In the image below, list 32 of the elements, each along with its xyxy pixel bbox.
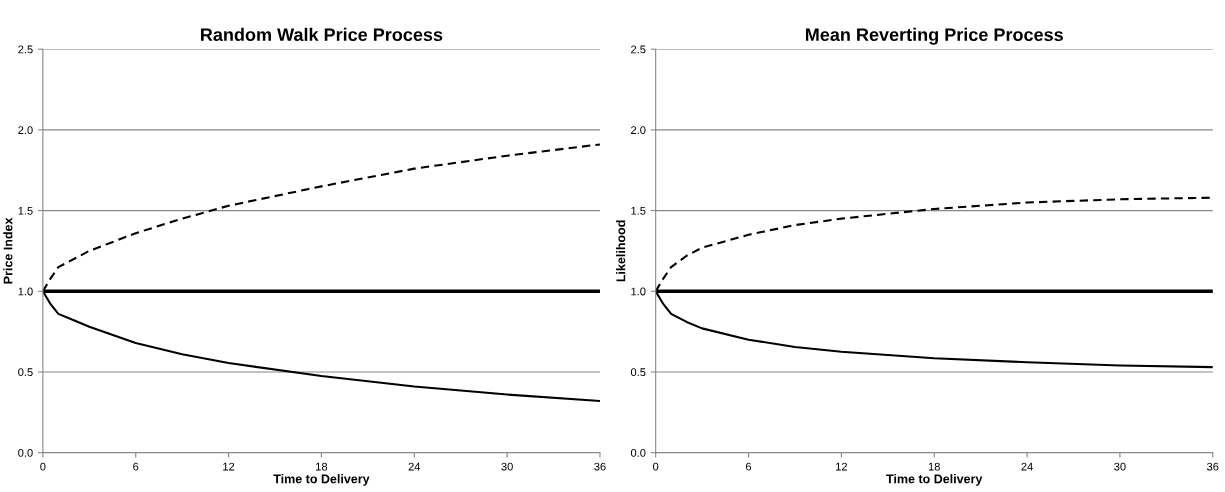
x-tick-label: 36 [1206,462,1219,471]
chart-title: Random Walk Price Process [201,27,443,42]
x-tick-label: 36 [594,462,606,471]
y-tick-label: 2.5 [631,45,646,54]
x-tick-label: 12 [836,462,847,471]
x-tick-label: 0 [653,462,659,471]
y-tick-label: 2.0 [18,126,33,135]
x-tick-label: 24 [1021,462,1033,471]
x-tick-label: 6 [745,462,752,471]
x-tick-label: 24 [408,462,421,471]
y-tick-label: 2.5 [18,45,33,54]
x-tick-label: 0 [40,462,46,471]
y-tick-label: 1.0 [18,287,33,296]
x-axis-title: Time to Delivery [273,474,370,486]
x-tick-label: 12 [223,462,235,471]
x-tick-label: 18 [928,462,940,471]
y-tick-label: 0.5 [18,368,33,377]
y-tick-label: 0.5 [630,368,646,377]
y-tick-label: 1.0 [631,287,646,296]
y-tick-label: 1.5 [631,206,646,215]
y-tick-label: 0.0 [18,448,33,457]
y-axis-title: Likelihood [616,220,626,282]
y-axis-title: Price Index [3,217,13,284]
x-tick-label: 6 [133,462,139,471]
x-tick-label: 30 [501,462,513,471]
y-tick-label: 0.0 [630,448,646,457]
chart-title: Mean Reverting Price Process [805,27,1063,45]
y-tick-label: 2.0 [631,126,646,135]
y-tick-label: 1.5 [18,206,33,215]
x-axis-title: Time to Delivery [886,474,983,486]
x-tick-label: 30 [1114,462,1126,471]
x-tick-label: 18 [316,462,328,471]
